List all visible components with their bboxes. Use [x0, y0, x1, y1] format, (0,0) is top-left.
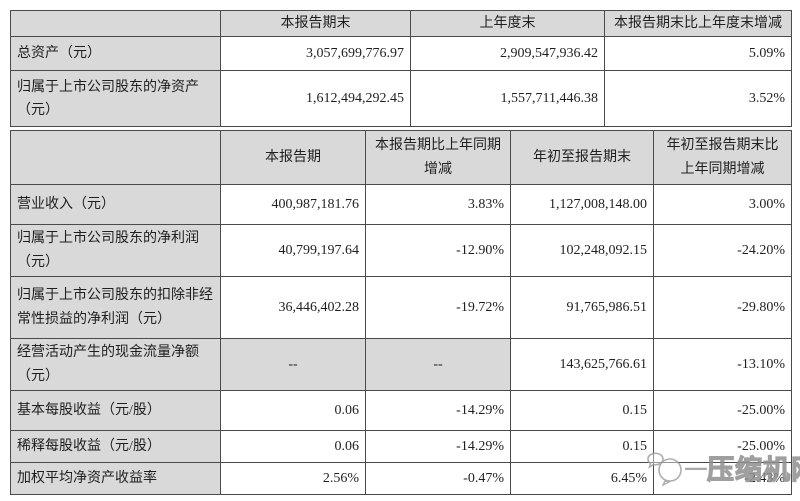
corner-cell: [10, 9, 221, 38]
cell-value: 6.45%: [510, 462, 654, 495]
table-row: 营业收入（元） 400,987,181.76 3.83% 1,127,008,1…: [10, 184, 792, 225]
cell-value: -12.90%: [365, 224, 511, 277]
cell-value: 3.52%: [604, 70, 792, 128]
row-label: 经营活动产生的现金流量净额（元）: [10, 338, 221, 391]
cell-value: 400,987,181.76: [220, 184, 366, 225]
cell-value-na: --: [220, 338, 366, 391]
cell-value: 1,557,711,446.38: [410, 70, 605, 128]
table-header-row: 本报告期末 上年度末 本报告期末比上年度末增减: [10, 9, 792, 38]
cell-value: 0.15: [510, 430, 654, 463]
table-header-row: 本报告期 本报告期比上年同期增减 年初至报告期末 年初至报告期末比上年同期增减: [10, 130, 792, 185]
cell-value: 1,127,008,148.00: [510, 184, 654, 225]
cell-value: 0.06: [220, 390, 366, 431]
cell-value: 1,612,494,292.45: [220, 70, 411, 128]
cell-value: -13.10%: [653, 338, 792, 391]
cell-value: -0.47%: [365, 462, 511, 495]
reporting-period-table: 本报告期 本报告期比上年同期增减 年初至报告期末 年初至报告期末比上年同期增减 …: [10, 130, 792, 495]
cell-value: 102,248,092.15: [510, 224, 654, 277]
table-row: 基本每股收益（元/股） 0.06 -14.29% 0.15 -25.00%: [10, 390, 792, 431]
col-header-current-period: 本报告期: [220, 130, 366, 185]
table-row: 稀释每股收益（元/股） 0.06 -14.29% 0.15 -25.00%: [10, 430, 792, 463]
table-row: 经营活动产生的现金流量净额（元） -- -- 143,625,766.61 -1…: [10, 338, 792, 391]
row-label: 基本每股收益（元/股）: [10, 390, 221, 431]
cell-value: 3.00%: [653, 184, 792, 225]
cell-value: 5.09%: [604, 36, 792, 72]
cell-value: 40,799,197.64: [220, 224, 366, 277]
row-label: 稀释每股收益（元/股）: [10, 430, 221, 463]
col-header-change-vs-same-period: 本报告期比上年同期增减: [365, 130, 511, 185]
row-label: 营业收入（元）: [10, 184, 221, 225]
cell-value: -19.72%: [365, 276, 511, 339]
corner-cell: [10, 130, 221, 185]
col-header-ytd-change: 年初至报告期末比上年同期增减: [653, 130, 792, 185]
cell-value: 3.83%: [365, 184, 511, 225]
period-summary-table: 本报告期末 上年度末 本报告期末比上年度末增减 总资产（元） 3,057,699…: [10, 9, 792, 128]
cell-value: -2.43%: [653, 462, 792, 495]
row-label: 加权平均净资产收益率: [10, 462, 221, 495]
table-row: 总资产（元） 3,057,699,776.97 2,909,547,936.42…: [10, 36, 792, 72]
cell-value: 2,909,547,936.42: [410, 36, 605, 72]
cell-value: -25.00%: [653, 430, 792, 463]
col-header-change-vs-prior-year-end: 本报告期末比上年度末增减: [604, 9, 792, 38]
cell-value: -25.00%: [653, 390, 792, 431]
row-label: 总资产（元）: [10, 36, 221, 72]
row-label: 归属于上市公司股东的扣除非经常性损益的净利润（元）: [10, 276, 221, 339]
cell-value: -14.29%: [365, 430, 511, 463]
table-row: 归属于上市公司股东的净资产（元） 1,612,494,292.45 1,557,…: [10, 70, 792, 128]
cell-value: 0.06: [220, 430, 366, 463]
table-row: 归属于上市公司股东的扣除非经常性损益的净利润（元） 36,446,402.28 …: [10, 276, 792, 339]
cell-value: 0.15: [510, 390, 654, 431]
cell-value: 143,625,766.61: [510, 338, 654, 391]
cell-value: 3,057,699,776.97: [220, 36, 411, 72]
cell-value: 91,765,986.51: [510, 276, 654, 339]
col-header-year-to-date: 年初至报告期末: [510, 130, 654, 185]
row-label: 归属于上市公司股东的净资产（元）: [10, 70, 221, 128]
table-row: 加权平均净资产收益率 2.56% -0.47% 6.45% -2.43%: [10, 462, 792, 495]
cell-value: -14.29%: [365, 390, 511, 431]
row-label: 归属于上市公司股东的净利润（元）: [10, 224, 221, 277]
cell-value: -29.80%: [653, 276, 792, 339]
cell-value: 2.56%: [220, 462, 366, 495]
table-row: 归属于上市公司股东的净利润（元） 40,799,197.64 -12.90% 1…: [10, 224, 792, 277]
cell-value: -24.20%: [653, 224, 792, 277]
col-header-prior-year-end: 上年度末: [410, 9, 605, 38]
cell-value: 36,446,402.28: [220, 276, 366, 339]
cell-value-na: --: [365, 338, 511, 391]
col-header-current-period-end: 本报告期末: [220, 9, 411, 38]
